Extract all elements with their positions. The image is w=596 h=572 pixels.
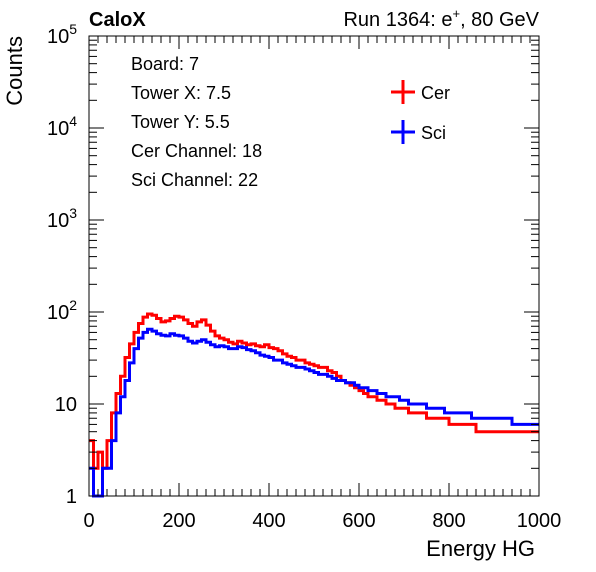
plot-frame bbox=[88, 35, 540, 497]
legend-entry-cer: Cer bbox=[391, 80, 450, 104]
legend: Cer Sci bbox=[391, 80, 450, 144]
y-tick-base-1: 1 bbox=[66, 486, 77, 508]
x-tick-label-0: 0 bbox=[83, 510, 94, 532]
info-box: Board: 7 Tower X: 7.5 Tower Y: 5.5 Cer C… bbox=[131, 54, 262, 190]
y-tick-base-10: 10 bbox=[55, 394, 77, 416]
y-tick-label-100: 102 bbox=[47, 297, 77, 324]
header-left-label: CaloX bbox=[89, 9, 146, 31]
legend-entry-sci: Sci bbox=[391, 120, 446, 144]
info-line-tower-y: Tower Y: 5.5 bbox=[131, 112, 230, 132]
y-tick-exponent-100: 2 bbox=[69, 297, 77, 313]
series-line-sci bbox=[89, 327, 539, 498]
x-tick-label-1000: 1000 bbox=[517, 510, 562, 532]
header-right-suffix: , 80 GeV bbox=[460, 9, 540, 31]
series-line-cer bbox=[89, 312, 539, 470]
y-tick-base-10000: 10 bbox=[47, 118, 69, 140]
y-tick-base-1000: 10 bbox=[47, 210, 69, 232]
header-right-prefix: Run 1364: e bbox=[343, 9, 452, 31]
x-tick-label-800: 800 bbox=[432, 510, 465, 532]
y-tick-exponent-1000: 3 bbox=[69, 205, 77, 221]
info-line-sci-channel: Sci Channel: 22 bbox=[131, 170, 258, 190]
legend-label-sci: Sci bbox=[421, 123, 446, 143]
header-right-sup: + bbox=[452, 6, 460, 21]
x-tick-label-200: 200 bbox=[162, 510, 195, 532]
legend-label-cer: Cer bbox=[421, 83, 450, 103]
x-tick-label-400: 400 bbox=[252, 510, 285, 532]
y-tick-base-100000: 10 bbox=[47, 26, 69, 48]
info-line-board: Board: 7 bbox=[131, 54, 199, 74]
y-tick-label-100000: 105 bbox=[47, 21, 77, 48]
y-tick-base-100: 10 bbox=[47, 302, 69, 324]
x-axis-title: Energy HG bbox=[426, 536, 535, 561]
info-line-tower-x: Tower X: 7.5 bbox=[131, 83, 231, 103]
header-right-label: Run 1364: e+, 80 GeV bbox=[343, 6, 539, 31]
y-tick-label-1000: 103 bbox=[47, 205, 77, 232]
plot-data bbox=[89, 312, 539, 498]
y-tick-exponent-100000: 5 bbox=[69, 21, 77, 37]
y-tick-label-10000: 104 bbox=[47, 113, 77, 140]
y-tick-exponent-10000: 4 bbox=[69, 113, 77, 129]
y-tick-label-10: 10 bbox=[55, 394, 77, 416]
info-line-cer-channel: Cer Channel: 18 bbox=[131, 141, 262, 161]
x-tick-label-600: 600 bbox=[342, 510, 375, 532]
y-tick-label-1: 1 bbox=[66, 486, 77, 508]
y-axis-title: Counts bbox=[2, 36, 27, 106]
